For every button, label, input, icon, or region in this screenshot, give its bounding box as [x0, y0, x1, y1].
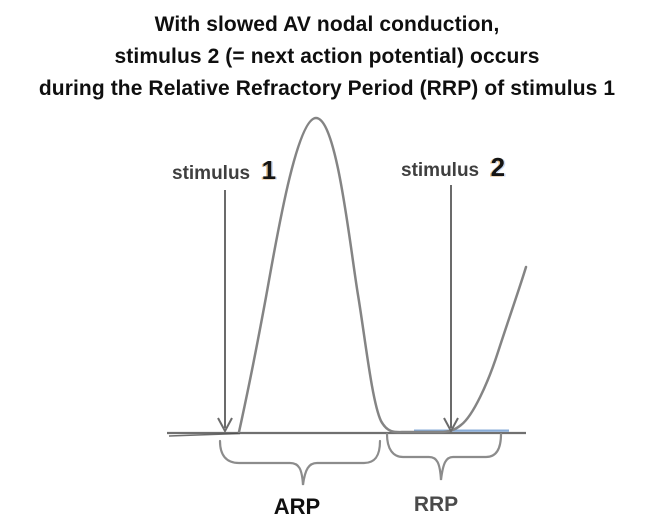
stimulus-1-number: 1	[262, 155, 276, 185]
stimulus-1-arrow	[217, 190, 233, 434]
stimulus-2-word: stimulus	[401, 160, 479, 181]
arp-brace	[218, 439, 382, 486]
stimulus-1-label: stimulus 1	[172, 155, 276, 185]
title-line-1: With slowed AV nodal conduction,	[154, 13, 500, 36]
title-line-2: stimulus 2 (= next action potential) occ…	[114, 45, 540, 68]
stimulus-2-arrowhead-icon	[443, 417, 459, 434]
stimulus-2-number: 2	[491, 152, 505, 182]
stimulus-1-word: stimulus	[172, 163, 250, 184]
stimulus-2-label: stimulus 2	[401, 152, 505, 182]
slide-title: With slowed AV nodal conduction, stimulu…	[0, 9, 654, 105]
rrp-label: RRP	[414, 493, 458, 516]
stimulus-2-arrow	[443, 185, 459, 434]
stimulus-1-arrowhead-icon	[217, 417, 233, 434]
baseline-left-overlap	[168, 432, 241, 437]
arp-label: ARP	[274, 494, 320, 519]
title-line-3: during the Relative Refractory Period (R…	[38, 77, 616, 100]
rrp-brace	[385, 432, 503, 481]
action-potential-curve	[237, 116, 528, 434]
